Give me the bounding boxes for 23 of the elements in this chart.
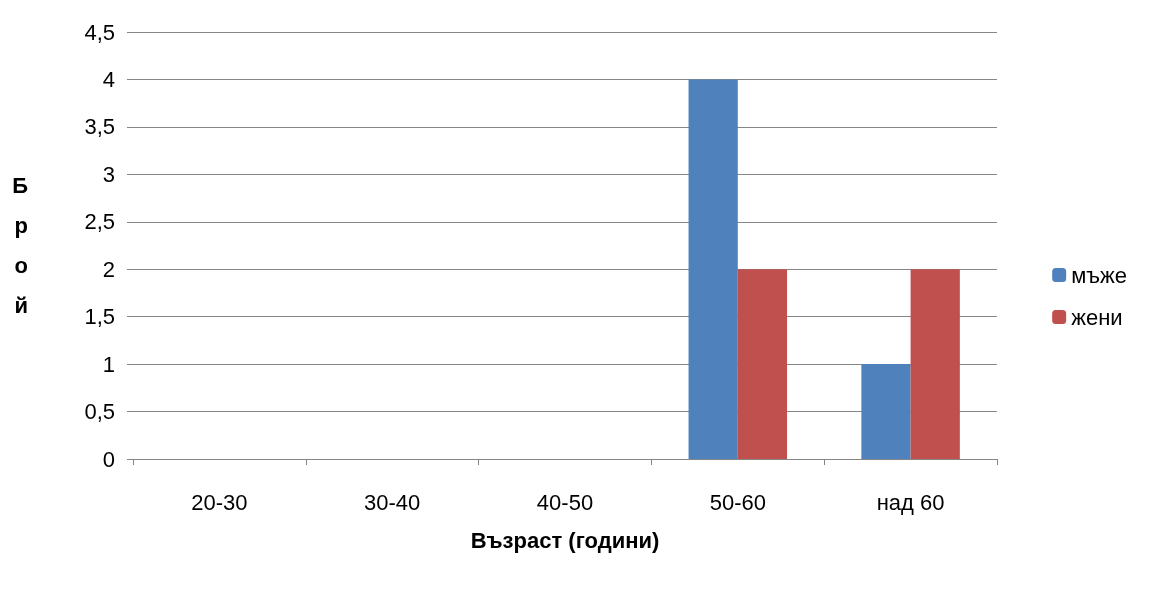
- x-tick-label: над 60: [876, 489, 945, 515]
- y-tick-label: 2: [102, 256, 115, 282]
- x-tick-label: 20-30: [191, 489, 248, 515]
- x-tick-label: 30-40: [364, 489, 421, 515]
- x-tick-label: 50-60: [709, 489, 766, 515]
- legend-label: жени: [1071, 304, 1123, 330]
- y-tick-label: 2,5: [84, 209, 115, 235]
- y-tick-label: 4: [102, 66, 115, 92]
- y-tick-label: 3,5: [84, 114, 115, 140]
- x-axis-title: Възраст (години): [470, 527, 660, 553]
- bar: [737, 269, 788, 459]
- x-tick-label: 40-50: [536, 489, 594, 515]
- bar: [861, 364, 911, 459]
- y-tick-label: 4,5: [84, 19, 115, 45]
- y-axis-title: Брой: [12, 173, 29, 318]
- y-tick-label: 3: [102, 161, 115, 187]
- bar: [910, 269, 960, 459]
- y-tick-label: 1: [102, 351, 115, 377]
- y-tick-label: 1,5: [84, 304, 115, 330]
- y-tick-label: 0,5: [84, 399, 115, 425]
- bar: [688, 79, 738, 459]
- legend-label: мъже: [1071, 262, 1127, 288]
- y-tick-label: 0: [102, 446, 115, 472]
